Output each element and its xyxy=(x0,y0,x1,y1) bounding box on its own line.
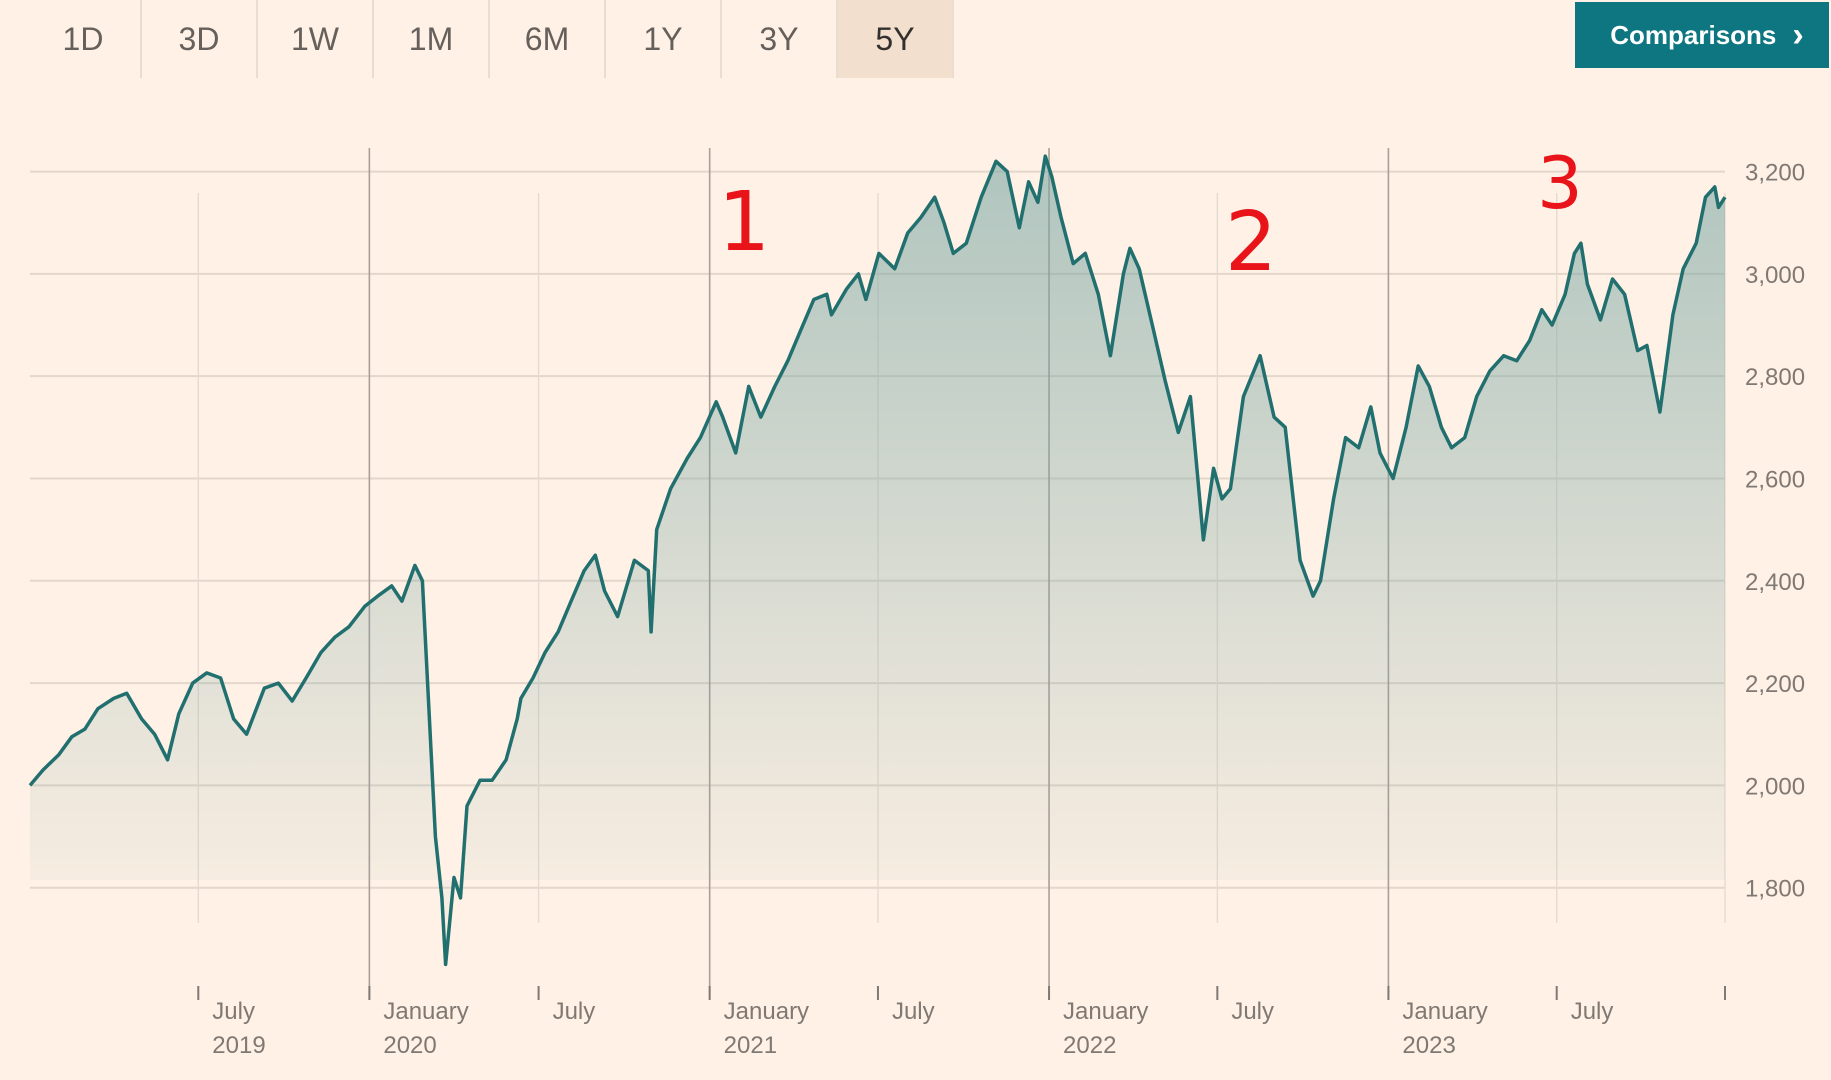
x-tick-year: 2022 xyxy=(1063,1032,1116,1059)
x-tick-year: 2023 xyxy=(1402,1032,1455,1059)
x-tick-label: January xyxy=(724,998,809,1025)
comparisons-label: Comparisons xyxy=(1610,19,1777,50)
annotation-3: 3 xyxy=(1537,141,1583,225)
range-toolbar: 1D 3D 1W 1M 6M 1Y 3Y 5Y Comparisons › xyxy=(0,0,1831,78)
x-tick-year: 2019 xyxy=(212,1032,265,1059)
x-tick-label: January xyxy=(383,998,468,1025)
tab-3y[interactable]: 3Y xyxy=(722,0,838,78)
y-axis: 1,800 2,000 2,200 2,400 2,600 2,800 3,000 3,200 xyxy=(1745,160,1805,903)
tab-1y[interactable]: 1Y xyxy=(606,0,722,78)
annotation-1: 1 xyxy=(718,175,770,270)
y-tick-label: 2,400 xyxy=(1745,569,1805,596)
x-tick-label: July xyxy=(1231,998,1274,1025)
y-tick-label: 2,000 xyxy=(1745,773,1805,800)
price-line xyxy=(28,154,1727,967)
price-area xyxy=(30,156,1725,965)
tab-1d[interactable]: 1D xyxy=(26,0,142,78)
y-tick-label: 2,800 xyxy=(1745,364,1805,391)
time-range-tabs: 1D 3D 1W 1M 6M 1Y 3Y 5Y xyxy=(26,0,954,78)
tab-5y[interactable]: 5Y xyxy=(838,0,954,78)
x-tick-label: July xyxy=(553,998,596,1025)
chevron-right-icon: › xyxy=(1792,16,1804,54)
annotations: 1 2 3 xyxy=(718,141,1583,290)
tab-1m[interactable]: 1M xyxy=(374,0,490,78)
x-tick-label: July xyxy=(1571,998,1614,1025)
x-tick-label: July xyxy=(212,998,255,1025)
tab-1w[interactable]: 1W xyxy=(258,0,374,78)
comparisons-button[interactable]: Comparisons › xyxy=(1575,2,1829,68)
y-tick-label: 3,000 xyxy=(1745,262,1805,289)
x-axis: July 2019 January 2020 July January 2021 July Ja… xyxy=(197,986,1726,1059)
x-tick-label: January xyxy=(1402,998,1487,1025)
tab-3d[interactable]: 3D xyxy=(142,0,258,78)
x-tick-year: 2021 xyxy=(724,1032,777,1059)
x-tick-label: January xyxy=(1063,998,1148,1025)
price-chart: July 2019 January 2020 July January 2021 July Ja… xyxy=(28,141,1805,1059)
x-tick-year: 2020 xyxy=(383,1032,436,1059)
y-tick-label: 1,800 xyxy=(1745,876,1805,903)
annotation-2: 2 xyxy=(1225,195,1277,290)
tab-6m[interactable]: 6M xyxy=(490,0,606,78)
y-tick-label: 2,200 xyxy=(1745,671,1805,698)
y-tick-label: 2,600 xyxy=(1745,466,1805,493)
y-tick-label: 3,200 xyxy=(1745,160,1805,187)
x-tick-label: July xyxy=(892,998,935,1025)
